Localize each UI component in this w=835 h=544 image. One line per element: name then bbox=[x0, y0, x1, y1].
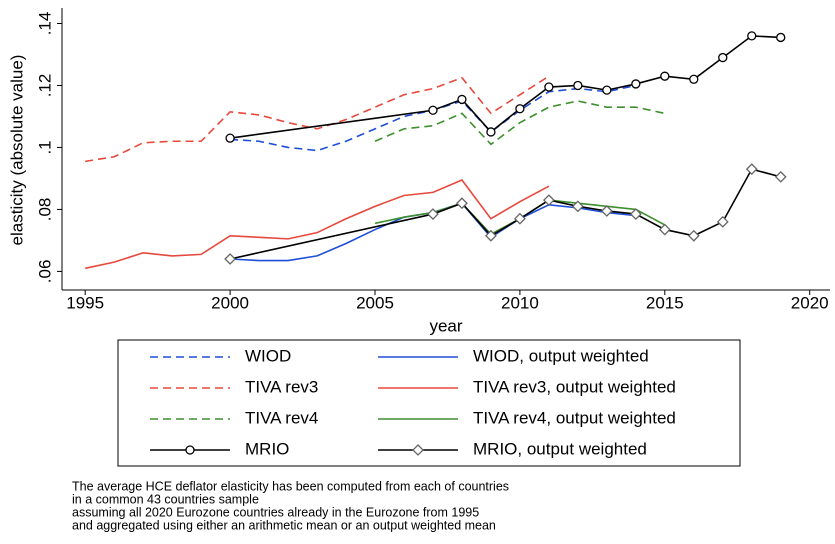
x-tick-label: 2000 bbox=[211, 293, 249, 312]
legend-label: WIOD bbox=[245, 346, 291, 365]
point bbox=[658, 223, 671, 236]
note: in a common 43 countries sample bbox=[72, 492, 259, 506]
point bbox=[515, 104, 525, 114]
point bbox=[687, 229, 700, 242]
legend-label: MRIO, output weighted bbox=[473, 439, 647, 458]
legend-box bbox=[117, 339, 741, 467]
y-tick-label: .14 bbox=[35, 12, 54, 36]
point bbox=[485, 229, 497, 242]
legend-label: WIOD, output weighted bbox=[473, 346, 649, 365]
point bbox=[629, 208, 642, 220]
point bbox=[602, 85, 612, 95]
series-line bbox=[229, 168, 781, 260]
legend-label: TIVA rev3, output weighted bbox=[473, 377, 676, 396]
series-line bbox=[230, 84, 636, 152]
legend-label: TIVA rev4 bbox=[245, 408, 318, 427]
legend-label: MRIO bbox=[245, 439, 289, 458]
point bbox=[718, 52, 728, 63]
x-tick-label: 2020 bbox=[791, 293, 829, 312]
y-tick-label: .06 bbox=[35, 260, 54, 284]
x-tick-label: 2005 bbox=[356, 293, 394, 312]
point bbox=[776, 32, 786, 43]
series-line bbox=[85, 179, 550, 270]
point bbox=[412, 444, 424, 456]
x-tick-label: 2010 bbox=[501, 293, 539, 312]
point bbox=[513, 212, 526, 225]
point bbox=[428, 105, 438, 115]
note: The average HCE deflator elasticity has … bbox=[72, 479, 509, 493]
point bbox=[457, 94, 467, 105]
point bbox=[456, 197, 468, 210]
point bbox=[185, 445, 195, 455]
point bbox=[660, 71, 670, 81]
legend-label: TIVA rev4, output weighted bbox=[473, 408, 676, 427]
point bbox=[747, 31, 757, 41]
y-tick-label: .12 bbox=[35, 74, 54, 98]
point bbox=[600, 205, 613, 217]
point bbox=[225, 133, 235, 143]
note: and aggregated using either an arithmeti… bbox=[72, 518, 496, 532]
series-line bbox=[374, 100, 665, 146]
point bbox=[631, 79, 641, 89]
point bbox=[542, 194, 555, 207]
y-tick-label: .1 bbox=[35, 140, 54, 154]
point bbox=[716, 215, 729, 228]
point bbox=[745, 163, 758, 176]
point bbox=[573, 80, 583, 91]
y-axis-label: elasticity (absolute value) bbox=[7, 55, 26, 246]
x-axis-label: year bbox=[429, 316, 462, 335]
x-tick-label: 2015 bbox=[646, 293, 684, 312]
point bbox=[689, 74, 699, 84]
point bbox=[224, 253, 237, 265]
y-tick-label: .08 bbox=[35, 198, 54, 222]
note: assuming all 2020 Eurozone countries alr… bbox=[72, 505, 479, 519]
point bbox=[774, 170, 787, 183]
point bbox=[486, 127, 496, 137]
series-line bbox=[85, 75, 550, 163]
legend-label: TIVA rev3 bbox=[245, 377, 318, 396]
x-tick-label: 1995 bbox=[66, 293, 104, 312]
point bbox=[427, 208, 439, 220]
point bbox=[544, 82, 554, 92]
point bbox=[571, 200, 584, 213]
series-line bbox=[229, 35, 781, 139]
